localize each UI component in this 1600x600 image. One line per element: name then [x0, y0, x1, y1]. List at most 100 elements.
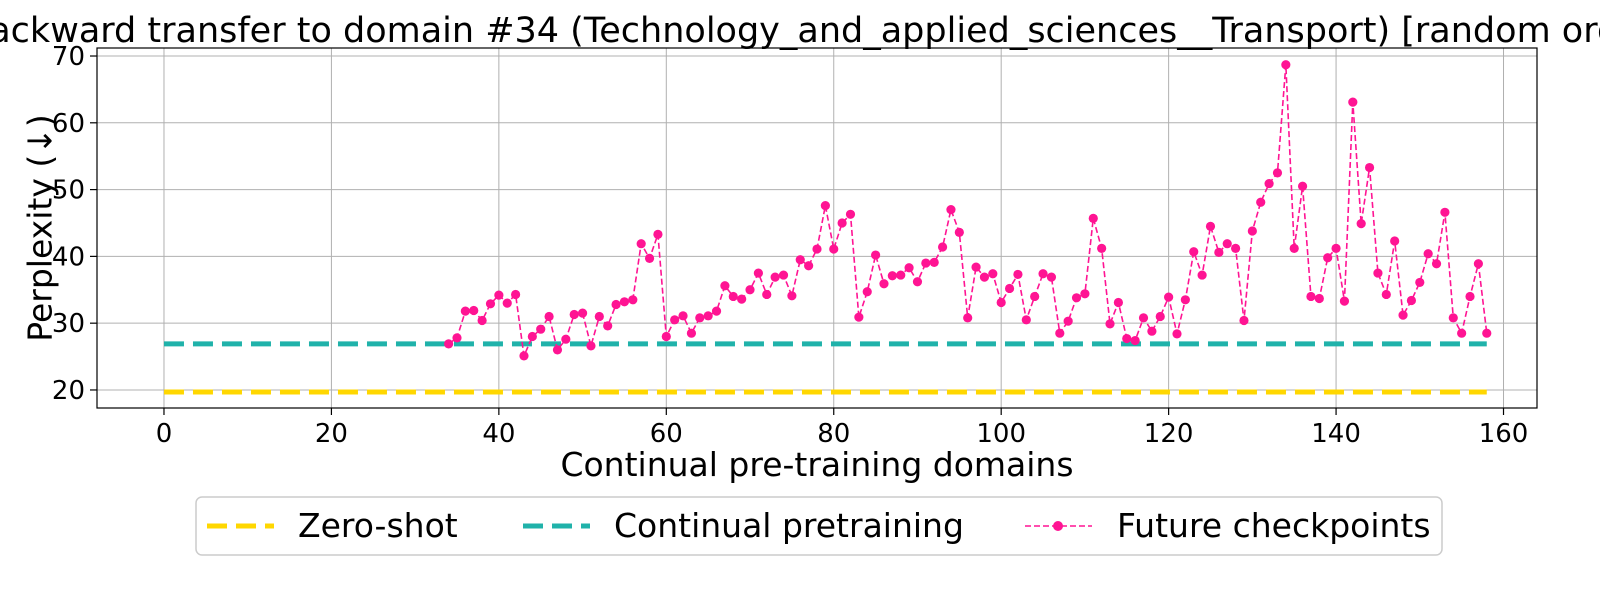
data-point [1172, 329, 1182, 339]
data-point [1122, 333, 1132, 344]
data-point [511, 289, 521, 300]
data-point [1197, 270, 1207, 280]
data-point [1348, 97, 1358, 107]
data-point [937, 242, 948, 252]
data-point [695, 313, 705, 323]
data-point [1164, 292, 1174, 302]
data-point [1155, 311, 1165, 322]
data-point [745, 285, 755, 295]
data-point [569, 309, 579, 320]
data-point [711, 306, 722, 316]
data-point [519, 351, 529, 361]
data-point [636, 239, 646, 249]
chart-title: Backward transfer to domain #34 (Technol… [0, 11, 1600, 51]
legend: Zero-shot Continual pretraining Future c… [195, 496, 1443, 556]
data-point [829, 244, 839, 254]
series-line-2 [448, 64, 1488, 359]
data-point [728, 291, 738, 302]
data-point [586, 341, 596, 351]
data-point [946, 205, 956, 215]
data-point [1038, 269, 1048, 279]
data-point [1356, 219, 1366, 229]
data-point [862, 287, 872, 297]
data-point [795, 255, 805, 265]
data-point [1448, 313, 1458, 323]
data-point [1314, 293, 1324, 304]
data-point [552, 345, 563, 355]
data-point [1364, 162, 1375, 173]
x-tick-label: 120 [1144, 419, 1194, 449]
data-point [812, 244, 822, 254]
data-point [1214, 247, 1224, 257]
grid [97, 48, 1537, 408]
data-point [603, 321, 613, 331]
data-point [921, 258, 931, 268]
data-point [1440, 207, 1450, 217]
legend-label-future-checkpoints: Future checkpoints [1117, 506, 1431, 545]
data-point [837, 218, 847, 228]
data-point [1088, 213, 1098, 223]
x-tick-label: 0 [156, 419, 173, 449]
data-point [611, 299, 621, 310]
data-point [787, 291, 797, 301]
data-point [452, 333, 462, 343]
data-point [988, 269, 998, 279]
data-point [1063, 316, 1073, 326]
data-point [703, 311, 713, 321]
data-point [845, 209, 856, 219]
data-point [594, 311, 604, 322]
data-point [619, 297, 630, 307]
x-axis-title: Continual pre-training domains [560, 445, 1073, 484]
data-point [561, 334, 571, 344]
data-point [1004, 283, 1015, 294]
y-tick-label: 60 [52, 109, 85, 139]
data-point [1239, 315, 1249, 326]
data-point [1097, 243, 1107, 253]
legend-label-zero-shot: Zero-shot [298, 506, 458, 545]
y-tick-label: 70 [52, 42, 85, 72]
data-point [1080, 289, 1090, 299]
data-point [1264, 178, 1274, 189]
data-point [1138, 313, 1149, 323]
data-point [1281, 60, 1291, 70]
data-point [1021, 315, 1031, 325]
data-point [1113, 297, 1123, 308]
data-point [820, 201, 830, 211]
data-point [778, 270, 789, 280]
data-point [804, 261, 814, 271]
x-tick-label: 20 [315, 419, 348, 449]
data-point [904, 263, 914, 273]
data-point [1406, 295, 1417, 306]
x-tick-label: 80 [817, 419, 850, 449]
data-point [979, 272, 990, 282]
data-point [1306, 291, 1316, 302]
data-point [737, 294, 747, 304]
data-point [502, 298, 512, 308]
data-point [653, 229, 663, 239]
data-point [1482, 328, 1492, 338]
x-tick-label: 40 [482, 419, 515, 449]
data-point [670, 315, 680, 325]
data-point [1457, 328, 1467, 338]
data-point [477, 315, 487, 326]
data-point [1297, 181, 1308, 191]
legend-label-continual-pretraining: Continual pretraining [614, 506, 964, 545]
x-tick-label: 140 [1311, 419, 1361, 449]
data-point [1030, 291, 1040, 302]
data-point [1055, 328, 1065, 338]
data-point [871, 250, 881, 260]
data-point [544, 311, 554, 322]
x-tick-label: 60 [650, 419, 683, 449]
data-point [1256, 197, 1266, 207]
legend-box [195, 496, 1443, 556]
data-point [469, 305, 479, 316]
data-point [1431, 259, 1442, 269]
data-point [770, 272, 780, 282]
data-point [1130, 335, 1140, 346]
data-point [971, 262, 981, 272]
y-axis-title: Perplexity (↓) [21, 114, 60, 342]
data-point [1013, 269, 1023, 280]
data-point [686, 328, 697, 338]
y-tick-label: 20 [52, 376, 85, 406]
